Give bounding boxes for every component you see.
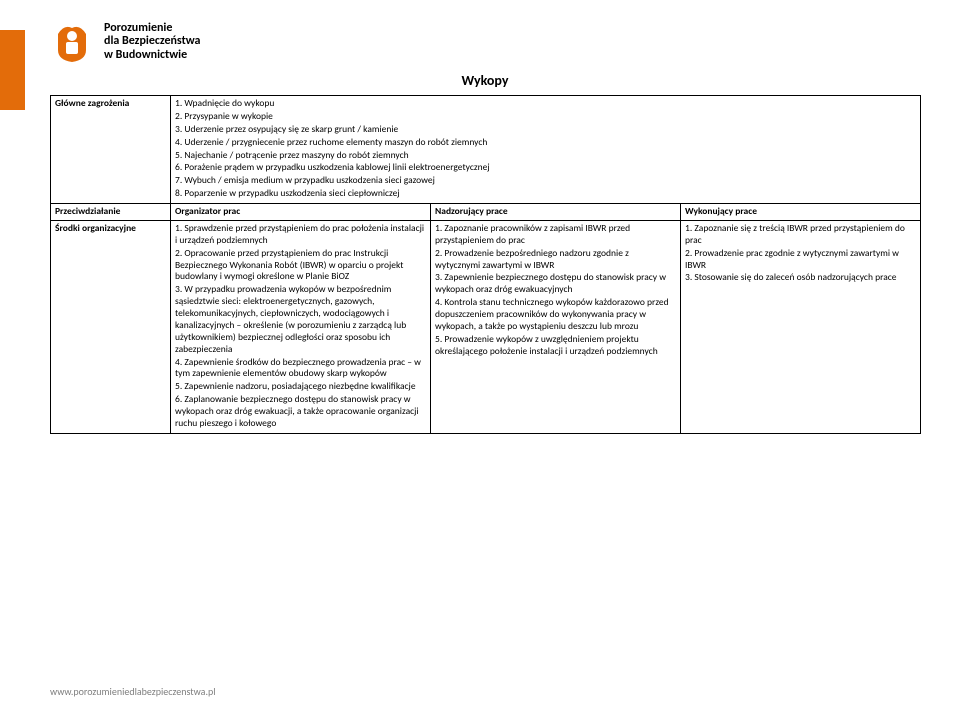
list-item: 2. Prowadzenie prac zgodnie z wytycznymi… <box>685 248 916 272</box>
list-item: 2. Opracowanie przed przystąpieniem do p… <box>175 248 426 284</box>
list-item: 1. Wpadnięcie do wykopu <box>175 98 916 110</box>
footer-url: www.porozumieniedlabezpieczenstwa.pl <box>50 685 216 698</box>
list-item: 2. Prowadzenie bezpośredniego nadzoru zg… <box>435 248 676 272</box>
organizer-header: Organizator prac <box>171 204 431 221</box>
supervisor-header: Nadzorujący prace <box>431 204 681 221</box>
organizer-cell: 1. Sprawdzenie przed przystąpieniem do p… <box>171 220 431 433</box>
list-item: 3. Stosowanie się do zaleceń osób nadzor… <box>685 272 916 284</box>
hazards-label: Główne zagrożenia <box>51 96 171 204</box>
list-item: 4. Kontrola stanu technicznego wykopów k… <box>435 297 676 333</box>
logo-text: Porozumienie dla Bezpieczeństwa w Budown… <box>104 22 200 62</box>
worker-cell: 1. Zapoznanie się z treścią IBWR przed p… <box>681 220 921 433</box>
list-item: 4. Uderzenie / przygniecenie przez rucho… <box>175 137 916 149</box>
list-item: 6. Porażenie prądem w przypadku uszkodze… <box>175 162 916 174</box>
list-item: 3. Zapewnienie bezpiecznego dostępu do s… <box>435 272 676 296</box>
counter-header-row: Przeciwdziałanie Organizator prac Nadzor… <box>51 204 921 221</box>
list-item: 5. Najechanie / potrącenie przez maszyny… <box>175 150 916 162</box>
list-item: 6. Zaplanowanie bezpiecznego dostępu do … <box>175 394 426 430</box>
list-item: 3. Uderzenie przez osypujący się ze skar… <box>175 124 916 136</box>
list-item: 4. Zapewnienie środków do bezpiecznego p… <box>175 357 426 381</box>
page-title: Wykopy <box>50 72 920 89</box>
list-item: 1. Zapoznanie się z treścią IBWR przed p… <box>685 223 916 247</box>
list-item: 3. W przypadku prowadzenia wykopów w bez… <box>175 284 426 355</box>
brand-line2: dla Bezpieczeństwa <box>104 35 200 48</box>
list-item: 1. Zapoznanie pracowników z zapisami IBW… <box>435 223 676 247</box>
side-tab <box>0 30 25 110</box>
org-label: Środki organizacyjne <box>51 220 171 433</box>
worker-header: Wykonujący prace <box>681 204 921 221</box>
brand-line3: w Budownictwie <box>104 49 200 62</box>
list-item: 5. Prowadzenie wykopów z uwzględnieniem … <box>435 334 676 358</box>
hazards-row: Główne zagrożenia 1. Wpadnięcie do wykop… <box>51 96 921 204</box>
org-row: Środki organizacyjne 1. Sprawdzenie prze… <box>51 220 921 433</box>
list-item: 5. Zapewnienie nadzoru, posiadającego ni… <box>175 381 426 393</box>
logo-icon <box>50 20 94 64</box>
list-item: 7. Wybuch / emisja medium w przypadku us… <box>175 175 916 187</box>
counter-label: Przeciwdziałanie <box>51 204 171 221</box>
hazards-cell: 1. Wpadnięcie do wykopu2. Przysypanie w … <box>171 96 921 204</box>
supervisor-cell: 1. Zapoznanie pracowników z zapisami IBW… <box>431 220 681 433</box>
main-table: Główne zagrożenia 1. Wpadnięcie do wykop… <box>50 95 921 434</box>
list-item: 8. Poparzenie w przypadku uszkodzenia si… <box>175 188 916 200</box>
header-logo: Porozumienie dla Bezpieczeństwa w Budown… <box>50 20 920 64</box>
list-item: 1. Sprawdzenie przed przystąpieniem do p… <box>175 223 426 247</box>
list-item: 2. Przysypanie w wykopie <box>175 111 916 123</box>
